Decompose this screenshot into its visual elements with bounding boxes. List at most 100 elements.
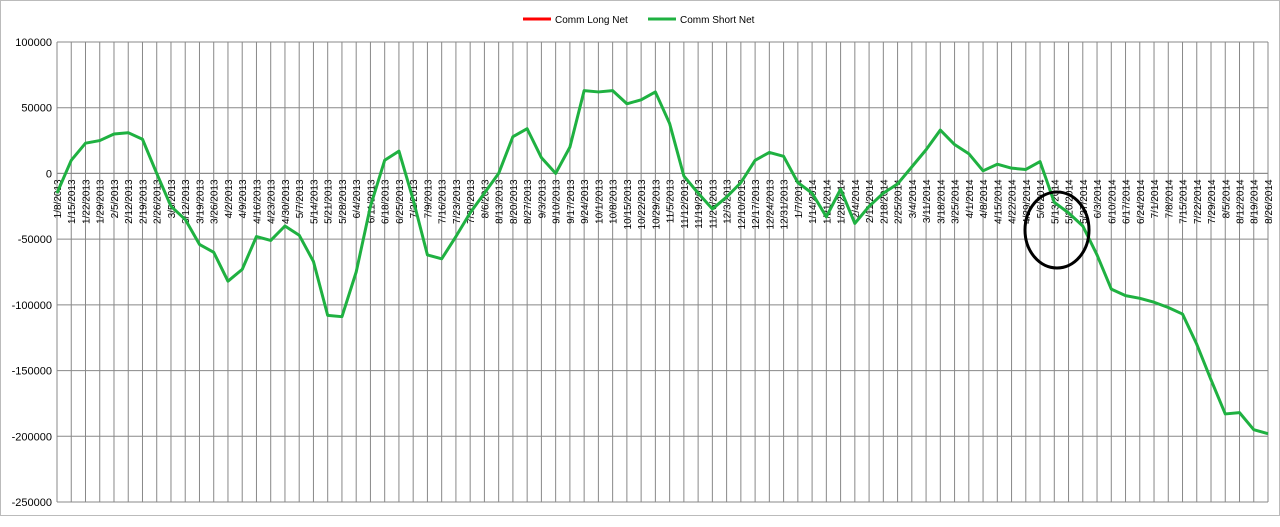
- x-tick-label: 5/21/2013: [324, 179, 335, 224]
- x-tick-label: 7/29/2014: [1207, 179, 1218, 224]
- y-tick-label: -100000: [12, 300, 52, 312]
- x-tick-label: 4/9/2013: [238, 179, 249, 218]
- x-tick-label: 12/10/2013: [737, 179, 748, 229]
- x-tick-label: 2/12/2013: [124, 179, 135, 224]
- x-tick-label: 7/1/2014: [1150, 179, 1161, 218]
- x-tick-label: 5/20/2014: [1065, 179, 1076, 224]
- x-tick-label: 10/15/2013: [623, 179, 634, 229]
- x-tick-label: 6/3/2014: [1093, 179, 1104, 218]
- x-tick-label: 3/25/2014: [951, 179, 962, 224]
- x-tick-label: 9/10/2013: [552, 179, 563, 224]
- x-tick-label: 2/11/2014: [865, 179, 876, 223]
- y-tick-label: -150000: [12, 366, 52, 378]
- highlight-circle: [1023, 190, 1091, 270]
- x-tick-label: 2/25/2014: [894, 179, 905, 224]
- x-tick-label: 8/12/2014: [1236, 179, 1247, 224]
- x-tick-label: 2/5/2013: [110, 179, 121, 218]
- x-tick-label: 12/3/2013: [723, 179, 734, 224]
- x-tick-label: 7/16/2013: [438, 179, 449, 224]
- x-tick-label: 1/15/2013: [67, 179, 78, 224]
- x-tick-label: 3/5/2013: [167, 179, 178, 218]
- x-tick-label: 3/19/2013: [195, 179, 206, 224]
- x-tick-label: 8/27/2013: [523, 179, 534, 224]
- x-tick-label: 3/4/2014: [908, 179, 919, 218]
- x-tick-label: 2/19/2013: [138, 179, 149, 224]
- x-tick-label: 4/30/2013: [281, 179, 292, 224]
- x-tick-label: 9/17/2013: [566, 179, 577, 224]
- x-tick-label: 8/13/2013: [495, 179, 506, 224]
- x-tick-label: 1/7/2014: [794, 179, 805, 218]
- legend-label: Comm Long Net: [555, 15, 628, 26]
- x-tick-label: 5/7/2013: [295, 179, 306, 218]
- x-tick-label: 8/19/2014: [1250, 179, 1261, 224]
- x-tick-label: 4/15/2014: [993, 179, 1004, 224]
- x-tick-label: 7/8/2014: [1164, 179, 1175, 218]
- x-tick-label: 1/21/2014: [822, 179, 833, 224]
- x-tick-label: 1/29/2013: [96, 179, 107, 224]
- x-tick-label: 12/17/2013: [751, 179, 762, 229]
- x-tick-label: 8/5/2014: [1221, 179, 1232, 218]
- x-tick-label: 6/18/2013: [381, 179, 392, 224]
- series-line: [55, 89, 1269, 436]
- x-tick-label: 8/20/2013: [509, 179, 520, 224]
- x-tick-label: 4/1/2014: [965, 179, 976, 218]
- grid: [56, 41, 1269, 503]
- x-tick-label: 1/8/2013: [53, 179, 64, 218]
- x-tick-label: 5/28/2013: [338, 179, 349, 224]
- x-tick-label: 3/26/2013: [210, 179, 221, 224]
- x-tick-label: 11/26/2013: [708, 179, 719, 229]
- x-tick-label: 9/24/2013: [580, 179, 591, 224]
- y-tick-label: -50000: [18, 234, 52, 246]
- x-tick-label: 8/6/2013: [480, 179, 491, 218]
- x-tick-label: 2/26/2013: [153, 179, 164, 224]
- x-tick-label: 7/23/2013: [452, 179, 463, 224]
- x-tick-label: 10/1/2013: [594, 179, 605, 224]
- x-tick-label: 4/22/2014: [1008, 179, 1019, 224]
- legend-label: Comm Short Net: [680, 15, 755, 26]
- x-tick-label: 7/9/2013: [423, 179, 434, 218]
- x-tick-label: 12/31/2013: [780, 179, 791, 229]
- x-tick-label: 1/28/2014: [837, 179, 848, 224]
- x-tick-label: 1/22/2013: [81, 179, 92, 224]
- x-tick-label: 8/26/2014: [1264, 179, 1275, 224]
- x-tick-label: 4/8/2014: [979, 179, 990, 218]
- x-tick-label: 10/22/2013: [637, 179, 648, 229]
- x-tick-label: 11/5/2013: [666, 179, 677, 223]
- y-tick-label: 100000: [15, 37, 52, 49]
- y-tick-label: 0: [46, 168, 52, 180]
- x-tick-label: 3/12/2013: [181, 179, 192, 224]
- legend: Comm Long Net Comm Short Net: [523, 15, 755, 26]
- x-tick-label: 7/15/2014: [1179, 179, 1190, 224]
- y-tick-label: -200000: [12, 431, 52, 443]
- x-tick-label: 7/30/2013: [466, 179, 477, 224]
- x-tick-label: 4/29/2014: [1022, 179, 1033, 224]
- y-tick-label: -250000: [12, 497, 52, 509]
- lines: [55, 89, 1269, 436]
- x-tick-label: 6/17/2014: [1122, 179, 1133, 224]
- x-tick-label: 2/18/2014: [879, 179, 890, 224]
- x-tick-label: 5/27/2014: [1079, 179, 1090, 224]
- x-tick-label: 2/4/2014: [851, 179, 862, 218]
- x-tick-label: 6/4/2013: [352, 179, 363, 218]
- x-tick-label: 4/23/2013: [267, 179, 278, 224]
- x-tick-label: 6/24/2014: [1136, 179, 1147, 224]
- x-tick-label: 11/12/2013: [680, 179, 691, 229]
- labels: -250000 -200000 -150000 -100000 -50000 0 50000…: [12, 37, 1275, 509]
- x-tick-label: 4/16/2013: [252, 179, 263, 224]
- x-tick-label: 1/14/2014: [808, 179, 819, 224]
- x-tick-label: 5/6/2014: [1036, 179, 1047, 218]
- x-tick-label: 7/2/2013: [409, 179, 420, 218]
- x-tick-label: 7/22/2014: [1193, 179, 1204, 224]
- x-tick-label: 3/18/2014: [936, 179, 947, 224]
- x-tick-label: 9/3/2013: [537, 179, 548, 218]
- x-tick-label: 11/19/2013: [694, 179, 705, 229]
- y-tick-label: 50000: [21, 103, 52, 115]
- x-tick-label: 3/11/2014: [922, 179, 933, 223]
- chart-frame: [0, 0, 1280, 516]
- x-tick-label: 10/8/2013: [609, 179, 620, 224]
- x-tick-label: 5/13/2014: [1050, 179, 1061, 224]
- x-tick-label: 6/10/2014: [1107, 179, 1118, 224]
- x-tick-label: 6/25/2013: [395, 179, 406, 224]
